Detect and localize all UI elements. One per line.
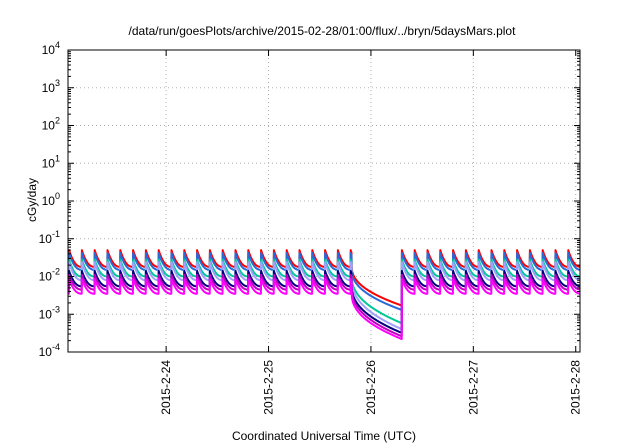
y-tick-label: 102 [42, 116, 60, 133]
x-tick-label: 2015-2-24 [159, 360, 173, 415]
y-axis-label: cGy/day [25, 178, 39, 222]
y-tick-label: 104 [42, 40, 60, 57]
y-tick-label: 103 [42, 78, 60, 95]
y-tick-label: 100 [42, 191, 60, 208]
x-tick-label: 2015-2-27 [466, 360, 480, 415]
x-tick-label: 2015-2-26 [364, 360, 378, 415]
x-tick-label: 2015-2-25 [262, 360, 276, 415]
series-layer [67, 249, 581, 340]
series-line-5 [67, 270, 581, 334]
x-axis: 2015-2-24 2015-2-25 2015-2-26 2015-2-27 2015… [159, 50, 583, 415]
y-axis: 10-4 10-3 10-2 10-1 100 101 102 103 104 [39, 40, 580, 359]
x-tick-label: 2015-2-28 [569, 360, 583, 415]
series-line-4 [67, 261, 581, 331]
x-axis-label: Coordinated Universal Time (UTC) [232, 429, 416, 443]
series-line-7 [67, 278, 581, 340]
y-tick-label: 10-2 [39, 267, 60, 284]
grid-layer [68, 50, 580, 352]
chart-title: /data/run/goesPlots/archive/2015-02-28/0… [129, 24, 517, 38]
y-tick-label: 101 [42, 153, 60, 170]
y-tick-label: 10-3 [39, 304, 60, 321]
y-tick-label: 10-4 [39, 342, 60, 359]
y-tick-label: 10-1 [39, 229, 60, 246]
series-line-6 [67, 273, 581, 338]
